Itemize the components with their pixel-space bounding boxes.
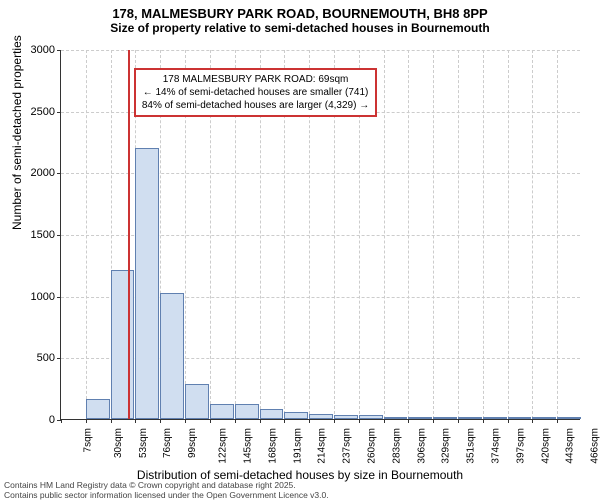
footer-line-2: Contains public sector information licen… [4,490,329,500]
histogram-bar [86,399,110,419]
histogram-bar [111,270,135,419]
histogram-bar [210,404,234,419]
grid-line-h [61,50,580,51]
x-tick [532,419,533,423]
x-tick-label: 168sqm [267,428,278,464]
x-tick [458,419,459,423]
x-tick-label: 237sqm [342,428,353,464]
histogram-bar [284,412,308,419]
histogram-bar [334,415,358,419]
y-tick [57,358,61,359]
x-tick [433,419,434,423]
x-tick [284,419,285,423]
annotation-line: 178 MALMESBURY PARK ROAD: 69sqm [142,73,369,86]
histogram-bar [433,417,457,419]
x-tick-label: 466sqm [590,428,600,464]
x-tick [235,419,236,423]
x-tick-label: 191sqm [292,428,303,464]
x-tick-label: 76sqm [162,428,173,458]
x-tick-label: 99sqm [187,428,198,458]
x-tick-label: 214sqm [317,428,328,464]
y-axis-label: Number of semi-detached properties [10,35,24,230]
y-tick-label: 2000 [15,167,55,179]
y-tick [57,297,61,298]
y-tick [57,173,61,174]
subtitle: Size of property relative to semi-detach… [0,21,600,35]
x-tick-label: 420sqm [540,428,551,464]
grid-line-v [86,50,87,419]
reference-line [128,50,130,419]
histogram-bar [483,417,507,419]
x-tick [334,419,335,423]
x-tick [61,419,62,423]
annotation-line: 84% of semi-detached houses are larger (… [142,99,369,112]
annotation-box: 178 MALMESBURY PARK ROAD: 69sqm← 14% of … [134,68,377,117]
grid-line-v [458,50,459,419]
x-tick [210,419,211,423]
histogram-bar [185,384,209,419]
footer-line-1: Contains HM Land Registry data © Crown c… [4,480,329,490]
x-tick-label: 53sqm [138,428,149,458]
x-tick-label: 443sqm [565,428,576,464]
grid-line-v [508,50,509,419]
y-tick-label: 3000 [15,44,55,56]
x-tick [260,419,261,423]
y-tick-label: 0 [15,414,55,426]
main-title: 178, MALMESBURY PARK ROAD, BOURNEMOUTH, … [0,6,600,21]
x-tick-label: 374sqm [491,428,502,464]
x-tick-label: 351sqm [466,428,477,464]
x-tick-label: 122sqm [218,428,229,464]
grid-line-v [483,50,484,419]
footer: Contains HM Land Registry data © Crown c… [4,480,329,500]
grid-line-v [433,50,434,419]
histogram-bar [309,414,333,419]
histogram-bar [260,409,284,419]
x-tick [483,419,484,423]
histogram-bar [408,417,432,419]
x-tick [111,419,112,423]
x-tick-label: 306sqm [416,428,427,464]
x-tick [309,419,310,423]
y-tick-label: 500 [15,352,55,364]
y-tick [57,50,61,51]
histogram-bar [384,417,408,419]
histogram-bar [135,148,159,419]
plot-area: 0500100015002000250030007sqm30sqm53sqm76… [60,50,580,420]
histogram-bar [359,415,383,419]
x-tick [508,419,509,423]
y-tick [57,112,61,113]
annotation-line: ← 14% of semi-detached houses are smalle… [142,86,369,99]
grid-line-v [532,50,533,419]
x-tick-label: 329sqm [441,428,452,464]
histogram-bar [508,417,532,419]
grid-line-v [557,50,558,419]
x-tick [86,419,87,423]
histogram-bar [458,417,482,419]
x-tick [135,419,136,423]
grid-line-v [408,50,409,419]
x-tick [408,419,409,423]
histogram-bar [160,293,184,419]
chart-container: 0500100015002000250030007sqm30sqm53sqm76… [60,50,580,420]
x-tick-label: 283sqm [391,428,402,464]
y-tick [57,235,61,236]
x-tick [359,419,360,423]
x-tick-label: 260sqm [367,428,378,464]
x-tick-label: 30sqm [113,428,124,458]
x-tick [160,419,161,423]
x-tick [557,419,558,423]
histogram-bar [235,404,259,419]
grid-line-v [384,50,385,419]
histogram-bar [557,417,581,419]
x-tick-label: 397sqm [515,428,526,464]
y-tick-label: 2500 [15,106,55,118]
x-tick [185,419,186,423]
histogram-bar [532,417,556,419]
y-tick-label: 1000 [15,291,55,303]
y-tick-label: 1500 [15,229,55,241]
x-tick-label: 7sqm [82,428,93,452]
x-tick [384,419,385,423]
x-tick-label: 145sqm [242,428,253,464]
